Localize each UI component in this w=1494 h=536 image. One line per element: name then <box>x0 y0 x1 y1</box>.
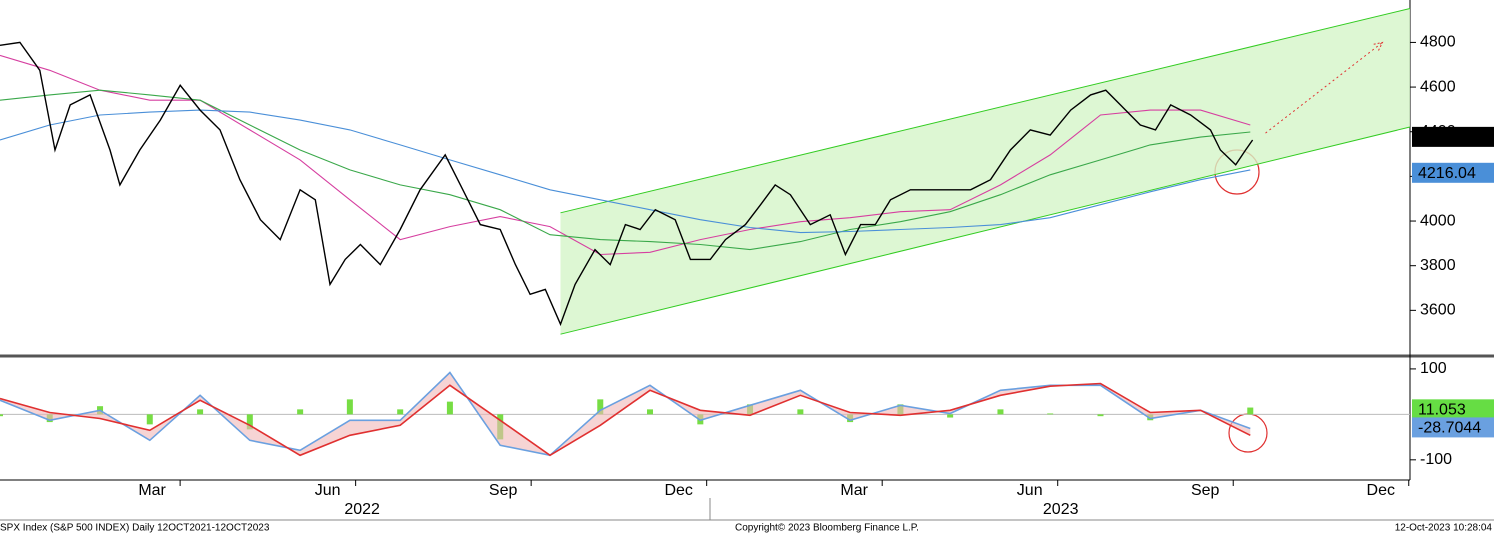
x-tick-label: Jun <box>1017 482 1043 499</box>
moving-average <box>0 54 1251 256</box>
histogram-bar <box>647 409 654 415</box>
macd-line <box>0 382 1251 457</box>
x-tick-label: Dec <box>1367 482 1395 499</box>
year-label: 2023 <box>1043 501 1079 518</box>
x-tick-label: Jun <box>315 482 341 499</box>
footer-left: SPX Index (S&P 500 INDEX) Daily 12OCT202… <box>0 523 270 534</box>
histogram-bar <box>397 409 404 415</box>
y-tick-label: 4000 <box>1420 212 1456 229</box>
last-value-label: 4216.04 <box>1418 165 1476 182</box>
y-tick-label: 3600 <box>1420 302 1456 319</box>
last-value-label: -28.7044 <box>1418 420 1481 437</box>
histogram-bar <box>947 414 954 418</box>
histogram-bar <box>1097 414 1104 417</box>
last-value-box <box>1412 417 1494 438</box>
x-tick-label: Sep <box>489 482 518 499</box>
last-value-box <box>1412 162 1494 183</box>
histogram-bar <box>0 414 3 417</box>
x-tick-label: Sep <box>1191 482 1220 499</box>
moving-average <box>0 89 1251 251</box>
moving-average <box>0 109 1251 234</box>
histogram-bar <box>1047 413 1054 415</box>
year-label: 2022 <box>344 501 380 518</box>
histogram-bar <box>197 409 204 415</box>
x-tick-label: Mar <box>138 482 166 499</box>
histogram-bar <box>346 399 353 415</box>
macd-line <box>0 371 1251 457</box>
footer-right: 12-Oct-2023 10:28:04 <box>1395 523 1493 534</box>
y-tick-label: 4600 <box>1420 78 1456 95</box>
panel <box>0 371 1410 457</box>
channel-lower <box>560 126 1411 335</box>
histogram-bar <box>1247 407 1254 415</box>
y-tick-label: 3800 <box>1420 257 1456 274</box>
panel <box>0 8 1411 335</box>
histogram-bar <box>597 399 604 415</box>
x-tick-label: Mar <box>840 482 868 499</box>
channel-upper <box>560 8 1411 214</box>
last-value-label: 11.053 <box>1418 402 1466 419</box>
last-value-box <box>1412 399 1494 420</box>
histogram-bar <box>246 414 253 430</box>
channel-band <box>560 8 1410 335</box>
y-tick-label: -100 <box>1420 451 1452 468</box>
arrow-head <box>1373 41 1384 51</box>
y-tick-label: 100 <box>1420 360 1447 377</box>
last-value-box <box>1412 126 1494 147</box>
x-tick-label: Dec <box>664 482 692 499</box>
last-value-label: 4376.95 <box>1418 129 1476 146</box>
footer-center: Copyright© 2023 Bloomberg Finance L.P. <box>735 523 919 534</box>
y-tick-label: 4800 <box>1420 34 1456 51</box>
histogram-bar <box>146 414 153 425</box>
price-line <box>0 41 1254 327</box>
histogram-bar <box>997 409 1004 415</box>
histogram-bar <box>446 401 453 415</box>
histogram-bar <box>797 409 804 415</box>
histogram-bar <box>297 409 304 415</box>
